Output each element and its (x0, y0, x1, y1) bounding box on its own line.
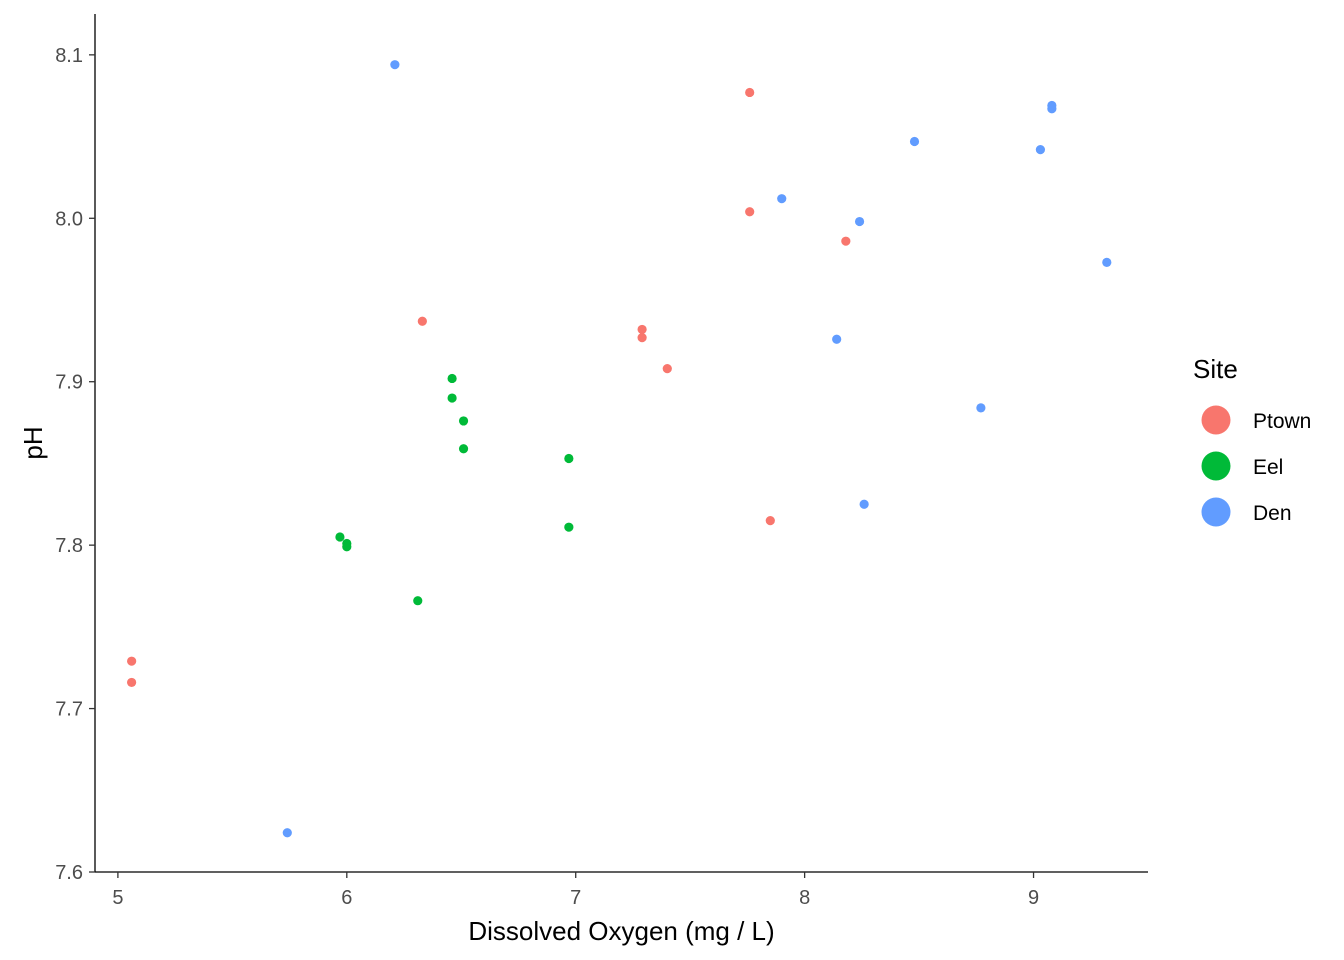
legend-label-eel: Eel (1253, 456, 1283, 479)
data-point-ptown (745, 207, 755, 217)
data-point-den (1047, 104, 1057, 114)
legend-key-eel (1201, 451, 1231, 481)
y-axis-ticks: 7.6 7.7 7.8 7.9 8.0 8.1 (55, 45, 95, 884)
legend-key-ptown (1201, 405, 1231, 435)
legend: Site Ptown Eel Den (1193, 354, 1311, 527)
x-tick-label: 6 (341, 887, 352, 909)
y-tick-label: 7.6 (55, 862, 83, 884)
data-point-ptown (127, 677, 137, 688)
data-point-eel (413, 596, 423, 606)
legend-label-ptown: Ptown (1253, 410, 1311, 433)
y-tick-label: 8.1 (55, 45, 83, 67)
legend-label-den: Den (1253, 502, 1292, 525)
y-tick-label: 7.9 (55, 372, 83, 394)
y-tick-label: 8.0 (55, 208, 83, 230)
data-point-den (854, 216, 865, 227)
data-point-den (1102, 257, 1112, 268)
data-point-ptown (417, 316, 427, 326)
data-point-eel (564, 522, 574, 532)
x-tick-label: 5 (112, 887, 123, 909)
data-point-ptown (127, 656, 137, 666)
data-point-ptown (637, 332, 647, 343)
legend-items: Ptown Eel Den (1201, 405, 1311, 527)
data-point-den (859, 499, 869, 509)
data-point-den (909, 136, 920, 147)
data-point-eel (564, 453, 574, 464)
y-axis-title: pH (18, 426, 48, 459)
y-tick-label: 7.7 (55, 699, 83, 721)
data-point-eel (342, 542, 352, 552)
y-tick-label: 7.8 (55, 535, 83, 557)
legend-key-den (1201, 497, 1231, 527)
data-point-eel (335, 532, 345, 542)
data-point-eel (447, 373, 457, 384)
x-axis-title: Dissolved Oxygen (mg / L) (468, 916, 774, 946)
data-point-ptown (745, 87, 755, 98)
legend-title: Site (1193, 354, 1238, 384)
data-point-ptown (637, 324, 647, 335)
data-point-den (777, 194, 787, 204)
data-point-eel (458, 416, 469, 426)
x-tick-label: 8 (799, 887, 810, 909)
data-points (127, 60, 1112, 838)
data-point-den (1035, 145, 1046, 155)
data-point-ptown (662, 364, 672, 374)
data-point-eel (458, 444, 469, 454)
data-point-den (832, 334, 842, 344)
data-point-den (282, 828, 292, 838)
data-point-eel (447, 393, 457, 403)
data-point-den (390, 60, 400, 70)
x-tick-label: 9 (1028, 887, 1039, 909)
x-tick-label: 7 (570, 887, 581, 909)
data-point-den (976, 403, 986, 413)
x-axis-ticks: 5 6 7 8 9 (112, 872, 1039, 909)
data-point-ptown (841, 236, 851, 246)
data-point-ptown (765, 516, 775, 526)
